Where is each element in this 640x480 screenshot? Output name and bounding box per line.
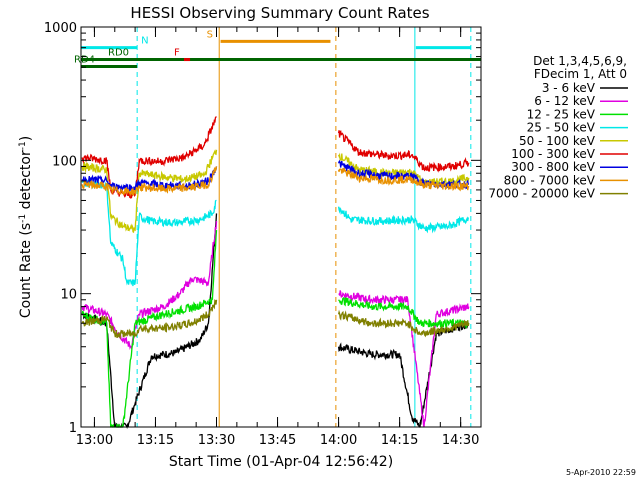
x-tick-label: 14:00 bbox=[320, 433, 357, 448]
series-line-50-100-kev bbox=[337, 152, 470, 188]
x-tick-label: 13:45 bbox=[259, 433, 296, 448]
legend-header: FDecim 1, Att 0 bbox=[534, 67, 627, 81]
flag-label-f: F bbox=[174, 48, 180, 59]
y-tick-label: 10 bbox=[60, 288, 77, 303]
series-line-50-100-kev bbox=[81, 149, 218, 234]
plot-frame bbox=[80, 26, 482, 428]
x-tick-label: 13:15 bbox=[137, 433, 174, 448]
series-line-800-7000-kev bbox=[81, 166, 218, 197]
series-line-7000-20000-kev bbox=[337, 309, 470, 338]
series-line-25-50-kev bbox=[337, 206, 469, 234]
series-line-100-300-kev bbox=[337, 129, 470, 173]
footer-date: 5-Apr-2010 22:59 bbox=[566, 468, 636, 477]
flag-label-s: S bbox=[207, 29, 213, 40]
y-tick-label: 1000 bbox=[44, 21, 77, 36]
legend-label: 3 - 6 keV bbox=[542, 81, 596, 95]
flag-label-n: N bbox=[141, 36, 148, 47]
series-line-800-7000-kev bbox=[337, 167, 470, 192]
axis-layer: 13:00 13:15 13:30 13:45 14:00 14:15 14:30 1 10 10… bbox=[44, 21, 482, 448]
y-tick-label: 1 bbox=[69, 421, 77, 436]
series-line-7000-20000-kev bbox=[81, 299, 218, 340]
flag-label-rd4: RD4 bbox=[74, 55, 95, 66]
x-tick-label: 14:30 bbox=[442, 433, 479, 448]
series-layer bbox=[81, 116, 470, 429]
series-line-100-300-kev bbox=[81, 116, 217, 199]
legend-header: Det 1,3,4,5,6,9, bbox=[533, 54, 627, 68]
series-line-12-25-kev bbox=[338, 296, 470, 330]
series-line-6-12-kev bbox=[338, 290, 470, 428]
legend-label: 100 - 300 keV bbox=[511, 147, 595, 161]
legend-label: 50 - 100 keV bbox=[519, 134, 596, 148]
series-line-12-25-kev bbox=[81, 230, 218, 429]
legend-label: 12 - 25 keV bbox=[527, 107, 596, 121]
x-tick-label: 14:15 bbox=[381, 433, 418, 448]
flags-layer: N RD0 RD4 F S bbox=[74, 29, 481, 69]
plot-decorations bbox=[136, 27, 472, 427]
legend: Det 1,3,4,5,6,9,FDecim 1, Att 03 - 6 keV… bbox=[488, 54, 628, 201]
flag-label-rd0: RD0 bbox=[108, 48, 129, 59]
legend-label: 6 - 12 keV bbox=[534, 94, 596, 108]
legend-label: 25 - 50 keV bbox=[527, 121, 596, 135]
y-tick-label: 100 bbox=[52, 154, 77, 169]
legend-label: 300 - 800 keV bbox=[511, 160, 595, 174]
y-axis-label: Count Rate (s-1 detector-1) bbox=[18, 136, 34, 318]
series-line-6-12-kev bbox=[81, 221, 218, 351]
x-tick-label: 13:00 bbox=[76, 433, 113, 448]
x-tick-label: 13:30 bbox=[198, 433, 235, 448]
x-axis-label: Start Time (01-Apr-04 12:56:42) bbox=[169, 454, 393, 470]
series-line-3-6-kev bbox=[81, 213, 218, 429]
chart-title: HESSI Observing Summary Count Rates bbox=[130, 4, 429, 22]
legend-label: 7000 - 20000 keV bbox=[488, 187, 595, 201]
legend-label: 800 - 7000 keV bbox=[504, 173, 596, 187]
